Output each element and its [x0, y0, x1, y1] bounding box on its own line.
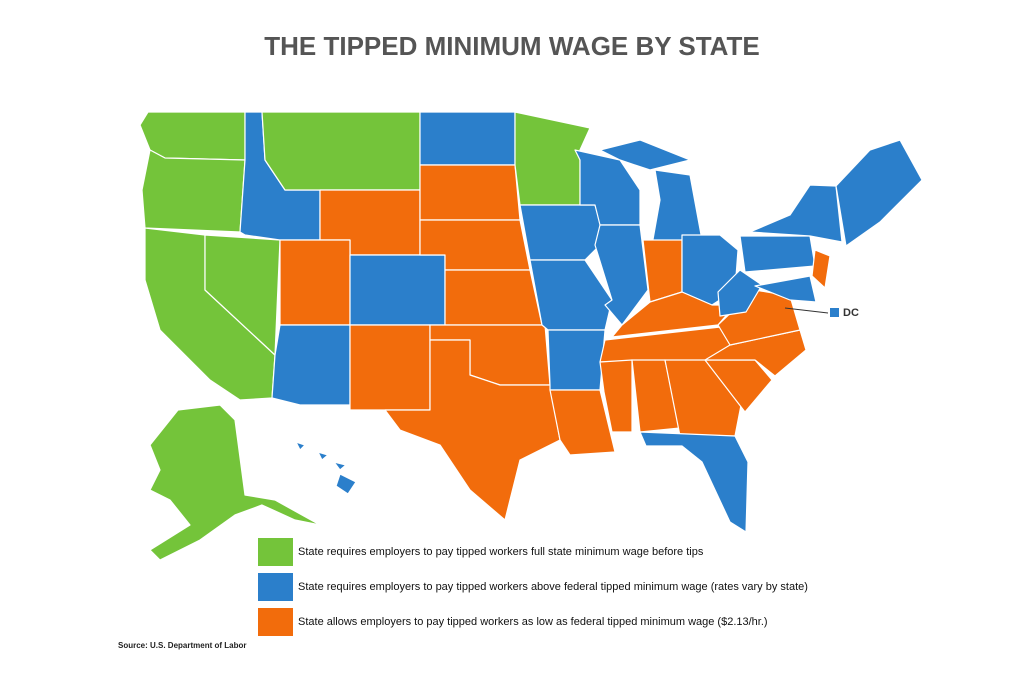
state: [419, 111, 516, 166]
legend-label: State requires employers to pay tipped w…: [298, 581, 808, 593]
state: [419, 164, 521, 221]
state: [749, 184, 843, 243]
state: [664, 359, 743, 437]
state: [549, 389, 616, 456]
state: [529, 259, 613, 331]
state: [141, 149, 246, 233]
state: [599, 359, 633, 433]
state: [811, 249, 831, 289]
state: [333, 461, 347, 471]
legend-swatch: [258, 538, 293, 566]
state: [639, 431, 749, 533]
state: [384, 339, 561, 521]
state: [317, 451, 329, 461]
legend-label: State allows employers to pay tipped wor…: [298, 616, 768, 628]
state: [835, 139, 923, 247]
state: [754, 275, 817, 303]
legend-swatch: [258, 608, 293, 636]
state: [547, 329, 606, 391]
state: [149, 404, 321, 561]
state: [261, 111, 421, 191]
state: [519, 204, 606, 261]
legend-label: State requires employers to pay tipped w…: [298, 546, 704, 558]
state: [717, 269, 763, 317]
state: [739, 235, 816, 273]
state: [444, 269, 543, 326]
state: [335, 473, 357, 495]
state: [349, 254, 446, 326]
us-map: DC: [139, 111, 923, 561]
title: THE TIPPED MINIMUM WAGE BY STATE: [264, 31, 759, 61]
state: [279, 239, 351, 326]
source: Source: U.S. Department of Labor: [118, 641, 246, 650]
state: [599, 139, 691, 171]
dc-marker: [830, 308, 839, 317]
state: [651, 169, 703, 246]
dc-label: DC: [843, 307, 859, 319]
dc-leader: [784, 307, 829, 314]
legend-swatch: [258, 573, 293, 601]
state: [349, 324, 431, 411]
state: [271, 324, 351, 406]
state: [295, 441, 306, 451]
legend: State requires employers to pay tipped w…: [258, 538, 808, 636]
state: [642, 239, 683, 303]
state: [594, 224, 649, 326]
